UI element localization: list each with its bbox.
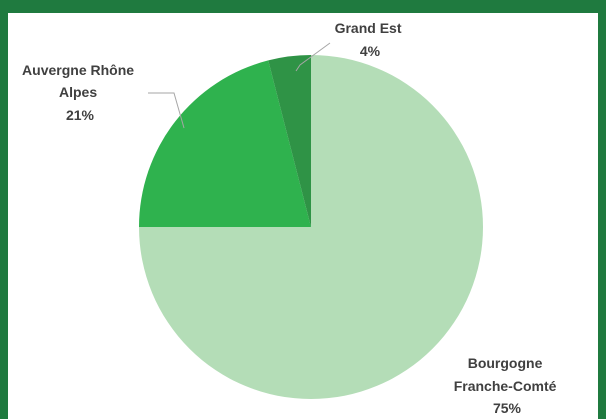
label-auvergne: Auvergne Rhône Alpes 21% [22,62,138,123]
label-grand-est: Grand Est 4% [335,20,406,59]
leader-lines [148,42,331,129]
label-bourgogne-value: 75% [493,400,522,416]
pie-chart: Bourgogne Franche-Comté 75% Auvergne Rhô… [22,20,561,416]
pie-slices [139,55,483,399]
label-bourgogne-line1: Bourgogne [468,355,543,371]
label-auvergne-line1: Auvergne Rhône [22,62,134,78]
leader-line-auvergne [148,92,185,129]
label-bourgogne: Bourgogne Franche-Comté 75% [454,355,561,416]
pie-slice-auvergne [139,60,311,228]
label-bourgogne-line2: Franche-Comté [454,378,557,394]
leader-line-grand-est [295,42,331,72]
label-auvergne-value: 21% [66,107,95,123]
chart-frame: Bourgogne Franche-Comté 75% Auvergne Rhô… [8,13,598,419]
label-grand-est-value: 4% [360,43,381,59]
label-auvergne-line2: Alpes [59,84,97,100]
label-grand-est-line1: Grand Est [335,20,402,36]
pie-slice-grand-est [268,55,311,227]
